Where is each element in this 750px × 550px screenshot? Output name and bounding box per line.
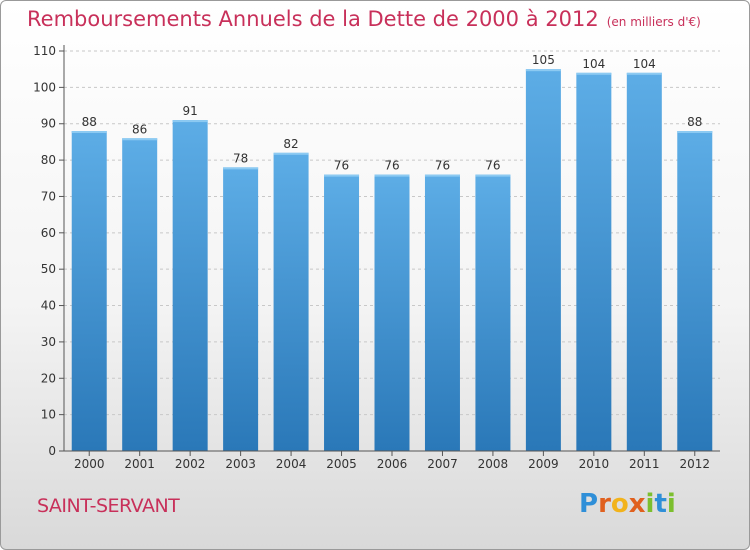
bar-2011 — [626, 72, 662, 452]
bar-2003 — [223, 167, 259, 451]
x-tick-label: 2001 — [124, 457, 155, 471]
data-label: 105 — [532, 53, 555, 67]
bar-highlight — [223, 167, 259, 170]
bar-2009 — [525, 69, 561, 451]
chart-title: Remboursements Annuels de la Dette de 20… — [27, 7, 701, 31]
y-axis-ticks: 0 10 20 30 40 50 60 70 80 90 100 110 — [33, 44, 64, 458]
logo-letter: P — [579, 489, 599, 519]
chart-subtitle: (en milliers d'€) — [606, 15, 701, 29]
bar-2007 — [424, 174, 460, 452]
data-label: 76 — [384, 159, 399, 173]
proxiti-logo[interactable]: Proxiti — [579, 489, 676, 519]
logo-letter: i — [645, 489, 655, 519]
x-tick-label: 2007 — [427, 457, 458, 471]
data-labels: 88 86 91 78 82 76 76 76 76 105 104 104 88 — [82, 53, 703, 172]
data-label: 86 — [132, 122, 147, 136]
bar-highlight — [374, 174, 410, 177]
x-tick-label: 2003 — [225, 457, 256, 471]
axes — [63, 45, 720, 452]
bars — [71, 69, 713, 452]
logo-letter: t — [654, 489, 667, 519]
chart-title-text: Remboursements Annuels de la Dette de 20… — [27, 7, 599, 31]
bar-highlight — [324, 174, 360, 177]
x-axis-ticks: 2000 2001 2002 2003 2004 2005 2006 2007 2008 2009… — [74, 451, 710, 471]
data-label: 76 — [435, 159, 450, 173]
y-tick-label: 90 — [41, 117, 56, 131]
bar-highlight — [424, 174, 460, 177]
bar-2000 — [71, 131, 107, 451]
y-tick-label: 0 — [48, 444, 56, 458]
data-label: 88 — [82, 115, 97, 129]
bar-highlight — [71, 131, 107, 133]
bar-2001 — [122, 138, 158, 452]
y-tick-label: 60 — [41, 226, 56, 240]
data-label: 76 — [485, 159, 500, 173]
bar-highlight — [626, 72, 662, 75]
bar-2012 — [677, 131, 713, 451]
y-tick-label: 100 — [33, 80, 56, 94]
y-tick-label: 50 — [41, 262, 56, 276]
data-label: 76 — [334, 159, 349, 173]
bar-highlight — [122, 138, 158, 141]
bar-2010 — [576, 72, 612, 452]
logo-letter: r — [598, 489, 611, 519]
logo-letter: i — [666, 489, 676, 519]
data-label: 91 — [183, 104, 198, 118]
x-tick-label: 2011 — [629, 457, 660, 471]
bar-2008 — [475, 174, 511, 452]
bar-highlight — [525, 69, 561, 72]
bar-2002 — [172, 120, 208, 451]
x-tick-label: 2006 — [377, 457, 408, 471]
data-label: 104 — [582, 57, 605, 71]
data-label: 104 — [633, 57, 656, 71]
data-label: 82 — [283, 137, 298, 151]
y-tick-label: 20 — [41, 371, 56, 385]
x-tick-label: 2004 — [276, 457, 307, 471]
y-tick-label: 70 — [41, 189, 56, 203]
bar-highlight — [273, 152, 309, 155]
data-label: 78 — [233, 151, 248, 165]
y-tick-label: 110 — [33, 44, 56, 58]
bar-2004 — [273, 152, 309, 451]
logo-letter: o — [610, 489, 629, 519]
y-tick-label: 40 — [41, 299, 56, 313]
x-tick-label: 2009 — [528, 457, 559, 471]
bar-highlight — [677, 131, 713, 133]
y-tick-label: 30 — [41, 335, 56, 349]
y-tick-label: 80 — [41, 153, 56, 167]
data-label: 88 — [687, 115, 702, 129]
bar-highlight — [576, 72, 612, 75]
bar-2006 — [374, 174, 410, 452]
bar-2005 — [324, 174, 360, 452]
x-tick-label: 2008 — [478, 457, 509, 471]
logo-letter: x — [628, 489, 646, 519]
bar-highlight — [475, 174, 511, 177]
x-tick-label: 2005 — [326, 457, 357, 471]
x-tick-label: 2002 — [175, 457, 206, 471]
x-tick-label: 2010 — [579, 457, 610, 471]
x-tick-label: 2012 — [679, 457, 710, 471]
commune-name: SAINT-SERVANT — [37, 495, 180, 517]
y-tick-label: 10 — [41, 408, 56, 422]
x-tick-label: 2000 — [74, 457, 105, 471]
bar-highlight — [172, 120, 208, 123]
